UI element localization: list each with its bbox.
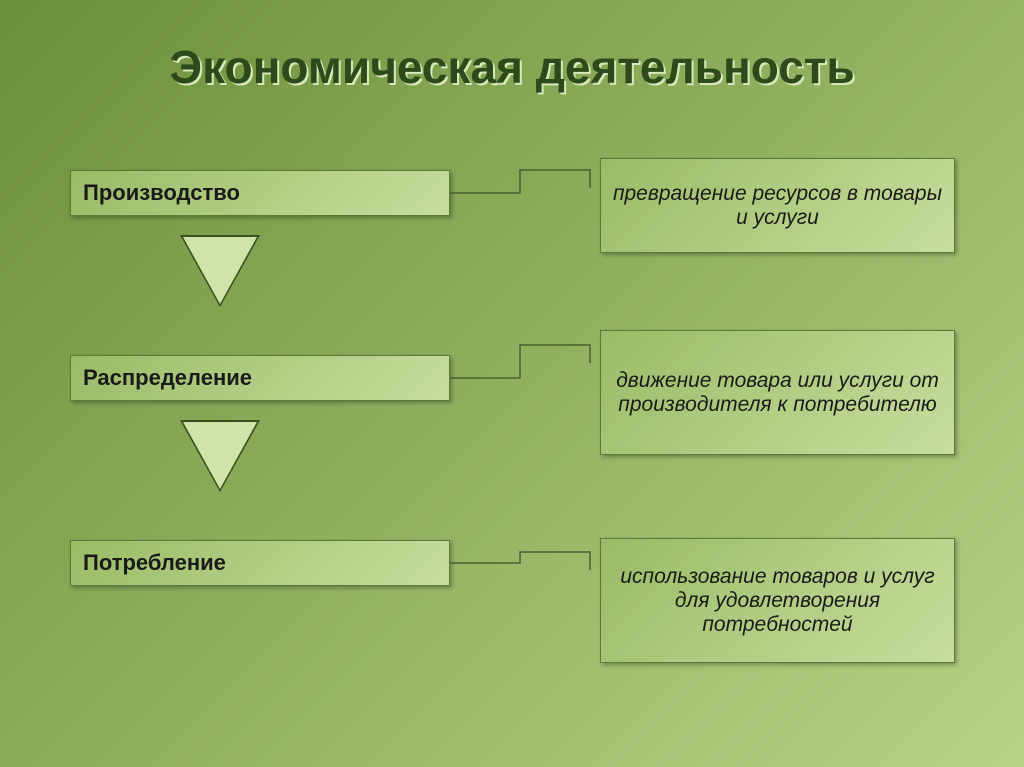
stage-distribution-label: Распределение [83,365,252,391]
consumption-desc-text: использование товаров и услуг для удовле… [611,565,944,637]
production-desc-text: превращение ресурсов в товары и услуги [611,182,944,230]
stage-production-box: Производство [70,170,450,216]
stage-production-label: Производство [83,180,240,206]
down-triangle-icon-1 [180,235,260,307]
stage-consumption-label: Потребление [83,550,226,576]
stage-consumption-box: Потребление [70,540,450,586]
stage-distribution-box: Распределение [70,355,450,401]
consumption-desc-box: использование товаров и услуг для удовле… [600,538,955,663]
distribution-desc-box: движение товара или услуги от производит… [600,330,955,455]
distribution-desc-text: движение товара или услуги от производит… [611,369,944,417]
production-desc-box: превращение ресурсов в товары и услуги [600,158,955,253]
down-triangle-icon-2 [180,420,260,492]
slide-title: Экономическая деятельность [0,40,1024,94]
slide: Экономическая деятельность Производство … [0,0,1024,767]
